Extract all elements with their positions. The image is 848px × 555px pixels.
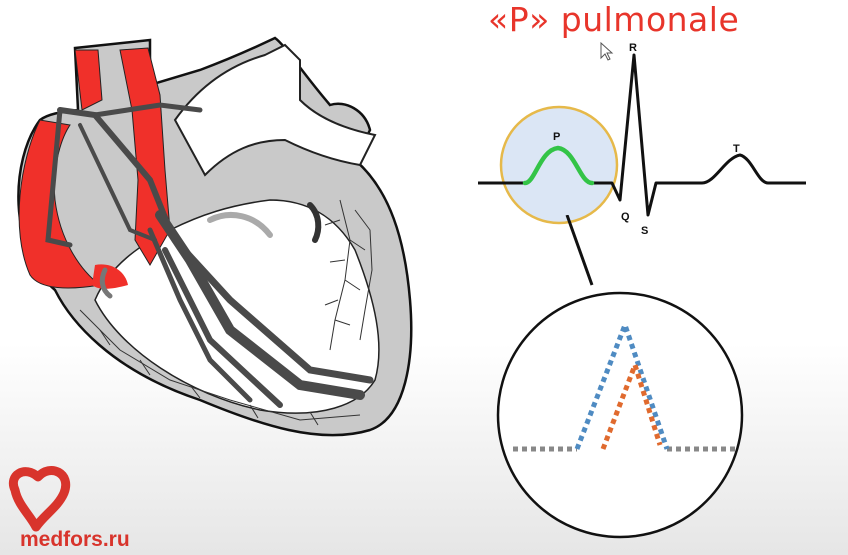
purkinje-fibers <box>79 199 373 426</box>
ecg-strip: P R Q S T <box>478 41 806 237</box>
mouse-cursor-icon <box>600 41 614 61</box>
zoom-connector-line <box>565 215 594 286</box>
ecg-label-s: S <box>641 225 648 237</box>
p-wave-magnifier-focus <box>499 105 619 225</box>
heart-diagram <box>17 36 413 437</box>
medfors-heart-logo-icon <box>8 466 71 532</box>
p-wave-zoom <box>496 215 744 539</box>
zoom-lens <box>496 291 744 539</box>
tricuspid-valve-leaflet <box>99 267 113 299</box>
slide-title: «P» pulmonale <box>488 0 740 39</box>
mitral-valve-leaflet <box>307 202 322 243</box>
aortic-arch <box>173 43 377 177</box>
normal-p-wave-dotted <box>574 317 670 450</box>
ecg-label-r: R <box>629 42 637 54</box>
pulmonale-p-wave-dotted <box>600 357 663 450</box>
superior-vena-cava <box>74 49 103 111</box>
ecg-label-q: Q <box>621 211 630 223</box>
ecg-label-t: T <box>733 143 740 155</box>
aortic-valve <box>207 212 273 238</box>
brand-name: medfors.ru <box>20 528 130 551</box>
conduction-system <box>45 102 374 408</box>
p-wave-highlight <box>522 145 595 186</box>
ecg-label-p: P <box>553 131 560 143</box>
